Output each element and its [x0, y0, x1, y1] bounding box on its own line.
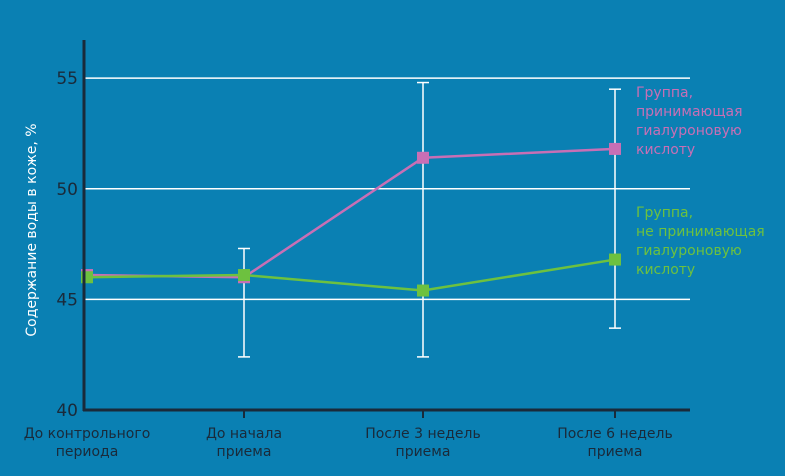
error-bars — [238, 81, 621, 358]
data-point — [609, 253, 621, 266]
series-line-1 — [86, 147, 616, 279]
legend-entry-2: кислоту — [636, 262, 695, 278]
data-point — [417, 151, 429, 164]
data-point — [609, 142, 621, 155]
legend-entry-1: гиалуроновую — [636, 123, 742, 139]
legend-entry-2: гиалуроновую — [636, 243, 742, 259]
data-point — [417, 284, 429, 297]
series-line-2 — [86, 258, 616, 292]
legend-entry-1: Группа, — [636, 85, 693, 101]
x-tick-label: До начала — [206, 426, 282, 442]
x-tick-label: приема — [217, 444, 272, 460]
y-tick-label: 45 — [56, 290, 78, 310]
data-point — [238, 269, 250, 282]
x-tick-label: приема — [396, 444, 451, 460]
x-tick-label: После 3 недель — [365, 426, 480, 442]
series-lines — [81, 142, 621, 297]
grid-lines — [84, 77, 690, 301]
legend-entry-1: кислоту — [636, 142, 695, 158]
y-tick-labels: 40 45 50 55 — [56, 69, 78, 421]
legend-entry-2: Группа, — [636, 205, 693, 221]
y-tick-label: 55 — [56, 69, 78, 89]
y-axis-label: Содержание воды в коже, % — [24, 123, 40, 336]
legend-entry-2: не принимающая — [636, 224, 765, 240]
legend-entry-1: принимающая — [636, 104, 743, 120]
x-tick-label: периода — [56, 444, 119, 460]
x-tick-labels: До контрольного периода До начала приема Пос… — [24, 426, 673, 460]
x-tick-label: После 6 недель — [557, 426, 672, 442]
y-tick-label: 40 — [56, 401, 78, 421]
x-tick-label: До контрольного — [24, 426, 151, 442]
legend: Группа, принимающая гиалуроновую кислоту Гру… — [636, 85, 765, 278]
axes — [82, 40, 690, 418]
x-tick-label: приема — [588, 444, 643, 460]
y-tick-label: 50 — [56, 180, 78, 200]
